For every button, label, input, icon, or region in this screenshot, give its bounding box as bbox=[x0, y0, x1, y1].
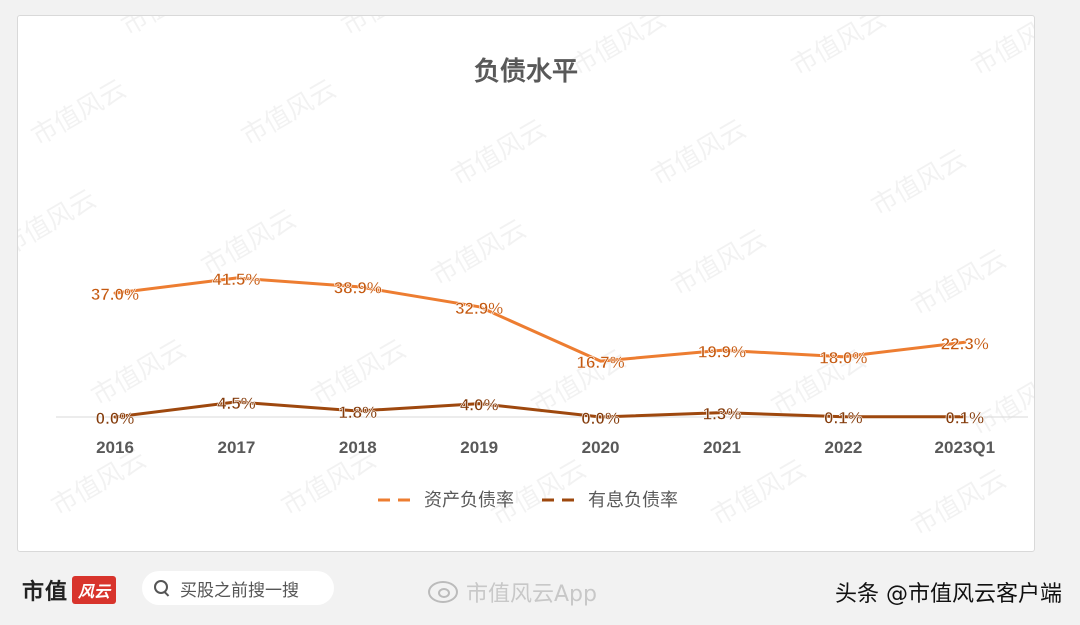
weibo-account: 市值风云App bbox=[466, 582, 597, 607]
data-label: 0.0% bbox=[96, 409, 135, 428]
x-tick-label: 2017 bbox=[217, 438, 255, 457]
data-label: 19.9% bbox=[698, 342, 746, 361]
watermark-text: 市值风云 bbox=[707, 454, 812, 532]
watermark-text: 市值风云 bbox=[427, 214, 532, 292]
chart-title: 负债水平 bbox=[474, 57, 578, 87]
data-label: 1.3% bbox=[703, 405, 742, 424]
watermark-text: 市值风云 bbox=[867, 144, 972, 222]
watermark-text: 市值风云 bbox=[647, 114, 752, 192]
data-label: 37.0% bbox=[91, 285, 139, 304]
logo-badge: 风云 bbox=[72, 576, 117, 604]
brand-logo[interactable]: 市值 风云 bbox=[22, 574, 117, 606]
logo-text: 市值 bbox=[22, 580, 69, 605]
legend-label-2: 有息负债率 bbox=[588, 490, 678, 511]
search-box[interactable]: 买股之前搜一搜 bbox=[142, 571, 334, 605]
data-label: 38.9% bbox=[334, 279, 382, 298]
legend-label-1: 资产负债率 bbox=[424, 490, 514, 511]
data-label: 1.8% bbox=[338, 403, 377, 422]
footer: 市值 风云 买股之前搜一搜 市值风云App 头条 @市值风云客户端 bbox=[0, 560, 1080, 620]
x-tick-label: 2023Q1 bbox=[935, 438, 996, 457]
data-label: 41.5% bbox=[212, 270, 260, 289]
x-tick-label: 2020 bbox=[582, 438, 620, 457]
search-placeholder: 买股之前搜一搜 bbox=[180, 580, 299, 601]
watermark-text: 市值风云 bbox=[567, 16, 672, 82]
weibo-watermark: 市值风云App bbox=[428, 576, 597, 608]
watermark-text: 市值风云 bbox=[907, 244, 1012, 322]
data-label: 18.0% bbox=[819, 349, 867, 368]
watermark-text: 市值风云 bbox=[337, 16, 442, 42]
data-label: 0.0% bbox=[581, 409, 620, 428]
x-tick-label: 2018 bbox=[339, 438, 377, 457]
watermark-text: 市值风云 bbox=[907, 464, 1012, 542]
watermark-text: 市值风云 bbox=[447, 114, 552, 192]
chart-card: 市值风云 市值风云 市值风云 市值风云 市值风云 市值风云 市值风云 市值风云 市值风云 市值风云… bbox=[17, 15, 1035, 552]
watermark-text: 市值风云 bbox=[87, 334, 192, 412]
watermark-text: 市值风云 bbox=[967, 364, 1035, 442]
data-label: 4.0% bbox=[460, 396, 499, 415]
watermark-text: 市值风云 bbox=[787, 16, 892, 82]
x-tick-label: 2019 bbox=[460, 438, 498, 457]
series-line-2 bbox=[113, 400, 967, 419]
x-tick-label: 2016 bbox=[96, 438, 134, 457]
watermark-text: 市值风云 bbox=[967, 16, 1035, 82]
search-icon bbox=[154, 580, 170, 596]
data-label: 16.7% bbox=[576, 353, 624, 372]
x-tick-label: 2021 bbox=[703, 438, 741, 457]
source-credit: 头条 @市值风云客户端 bbox=[835, 582, 1062, 607]
data-label: 0.1% bbox=[824, 409, 863, 428]
data-label: 22.3% bbox=[941, 334, 989, 353]
watermark-text: 市值风云 bbox=[667, 224, 772, 302]
watermark-text: 市值风云 bbox=[117, 16, 222, 42]
weibo-icon bbox=[428, 581, 458, 603]
watermark-text: 市值风云 bbox=[18, 184, 102, 262]
data-label: 4.5% bbox=[217, 394, 256, 413]
data-label: 0.1% bbox=[945, 409, 984, 428]
watermark-text: 市值风云 bbox=[237, 74, 342, 152]
series-line-1 bbox=[113, 276, 967, 363]
watermark-text: 市值风云 bbox=[27, 74, 132, 152]
data-label: 32.9% bbox=[455, 299, 503, 318]
x-tick-label: 2022 bbox=[824, 438, 862, 457]
watermark-text: 市值风云 bbox=[307, 334, 412, 412]
